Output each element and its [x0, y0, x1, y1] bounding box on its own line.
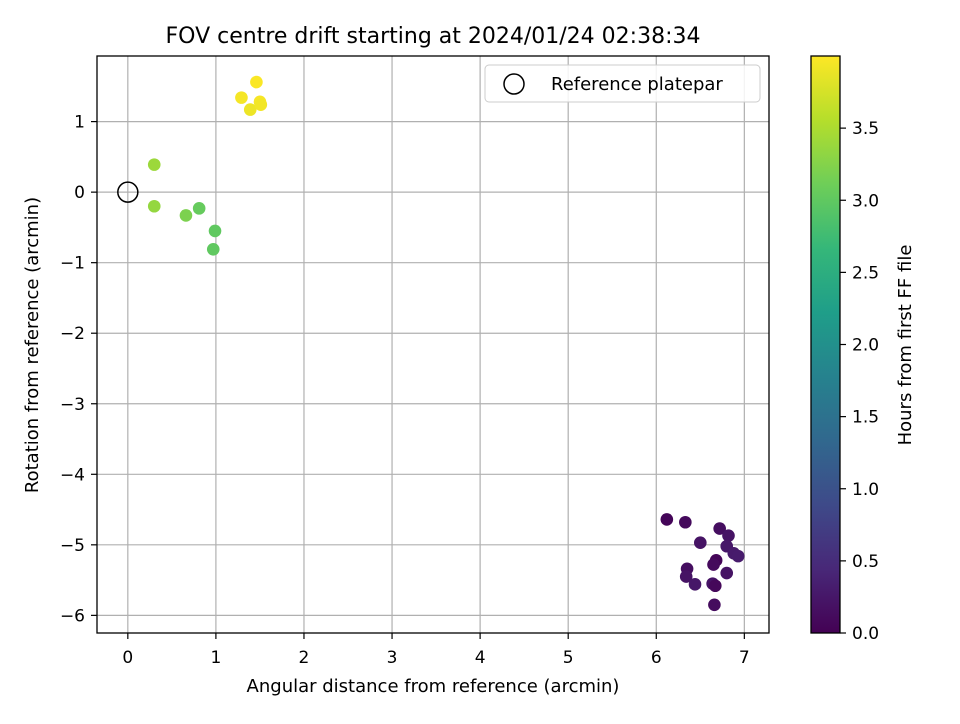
- colorbar-tick-label: 1.0: [852, 480, 879, 500]
- colorbar-tick-label: 3.0: [852, 191, 879, 211]
- colorbar-label: Hours from first FF file: [895, 245, 916, 446]
- x-axis-label: Angular distance from reference (arcmin): [247, 676, 620, 697]
- y-tick-label: −3: [60, 395, 85, 415]
- x-tick-label: 2: [299, 648, 310, 668]
- y-tick-label: −4: [60, 465, 85, 485]
- data-point: [192, 202, 206, 215]
- data-point: [694, 536, 707, 550]
- data-point: [731, 549, 745, 563]
- colorbar-gradient: [810, 55, 841, 634]
- y-axis-ticks: 1 0 −1 −2 −3 −4 −5 −6: [60, 113, 97, 626]
- data-point: [147, 158, 161, 171]
- data-point: [235, 91, 248, 104]
- y-tick-label: 0: [74, 183, 85, 203]
- data-point: [243, 103, 257, 116]
- colorbar-tick-label: 1.5: [852, 408, 879, 428]
- legend-box: [484, 64, 761, 103]
- colorbar-tick-label: 2.5: [852, 263, 879, 283]
- y-axis-label: Rotation from reference (arcmin): [22, 197, 43, 493]
- y-tick-label: −2: [60, 324, 85, 344]
- data-point: [707, 558, 720, 571]
- colorbar-tick-label: 0.5: [852, 552, 879, 572]
- scatter-points: [147, 75, 745, 612]
- colorbar-ticks: 0.0 0.5 1.0 1.5 2.0 2.5 3.0 3.5: [840, 119, 879, 644]
- grid-lines: [97, 56, 769, 633]
- data-point: [208, 224, 222, 238]
- data-point: [179, 209, 193, 222]
- data-point: [713, 522, 726, 535]
- legend: Reference platepar: [484, 64, 761, 103]
- data-point: [254, 98, 268, 111]
- x-axis-ticks: 0 1 2 3 4 5 6 7: [122, 633, 750, 668]
- legend-marker: [503, 73, 525, 95]
- colorbar: 0.0 0.5 1.0 1.5 2.0 2.5 3.0 3.5 Hours from firs…: [810, 55, 916, 644]
- y-tick-label: −6: [60, 606, 85, 626]
- colorbar-tick-label: 2.0: [852, 336, 879, 356]
- data-point: [250, 75, 263, 89]
- x-tick-label: 4: [475, 648, 486, 668]
- plot-frame: [96, 55, 770, 634]
- y-tick-label: −5: [60, 536, 85, 556]
- data-point: [206, 242, 220, 256]
- x-tick-label: 7: [739, 648, 750, 668]
- data-point: [679, 570, 693, 583]
- legend-label: Reference platepar: [551, 74, 723, 95]
- x-tick-label: 0: [122, 648, 133, 668]
- y-tick-label: 1: [74, 113, 85, 133]
- x-tick-label: 3: [387, 648, 398, 668]
- data-point: [688, 578, 702, 591]
- data-point: [660, 513, 674, 526]
- data-point: [708, 598, 721, 612]
- colorbar-tick-label: 3.5: [852, 119, 879, 139]
- data-point: [708, 579, 722, 593]
- x-tick-label: 6: [651, 648, 662, 668]
- data-point: [147, 199, 161, 213]
- data-point: [720, 566, 734, 580]
- reference-marker: [117, 181, 139, 203]
- data-point: [722, 529, 735, 542]
- data-point: [679, 515, 692, 529]
- reference-marker-group: [117, 181, 139, 203]
- x-tick-label: 5: [563, 648, 574, 668]
- y-tick-label: −1: [60, 254, 85, 274]
- colorbar-tick-label: 0.0: [852, 624, 879, 644]
- chart-title: FOV centre drift starting at 2024/01/24 …: [166, 24, 701, 49]
- x-tick-label: 1: [210, 648, 221, 668]
